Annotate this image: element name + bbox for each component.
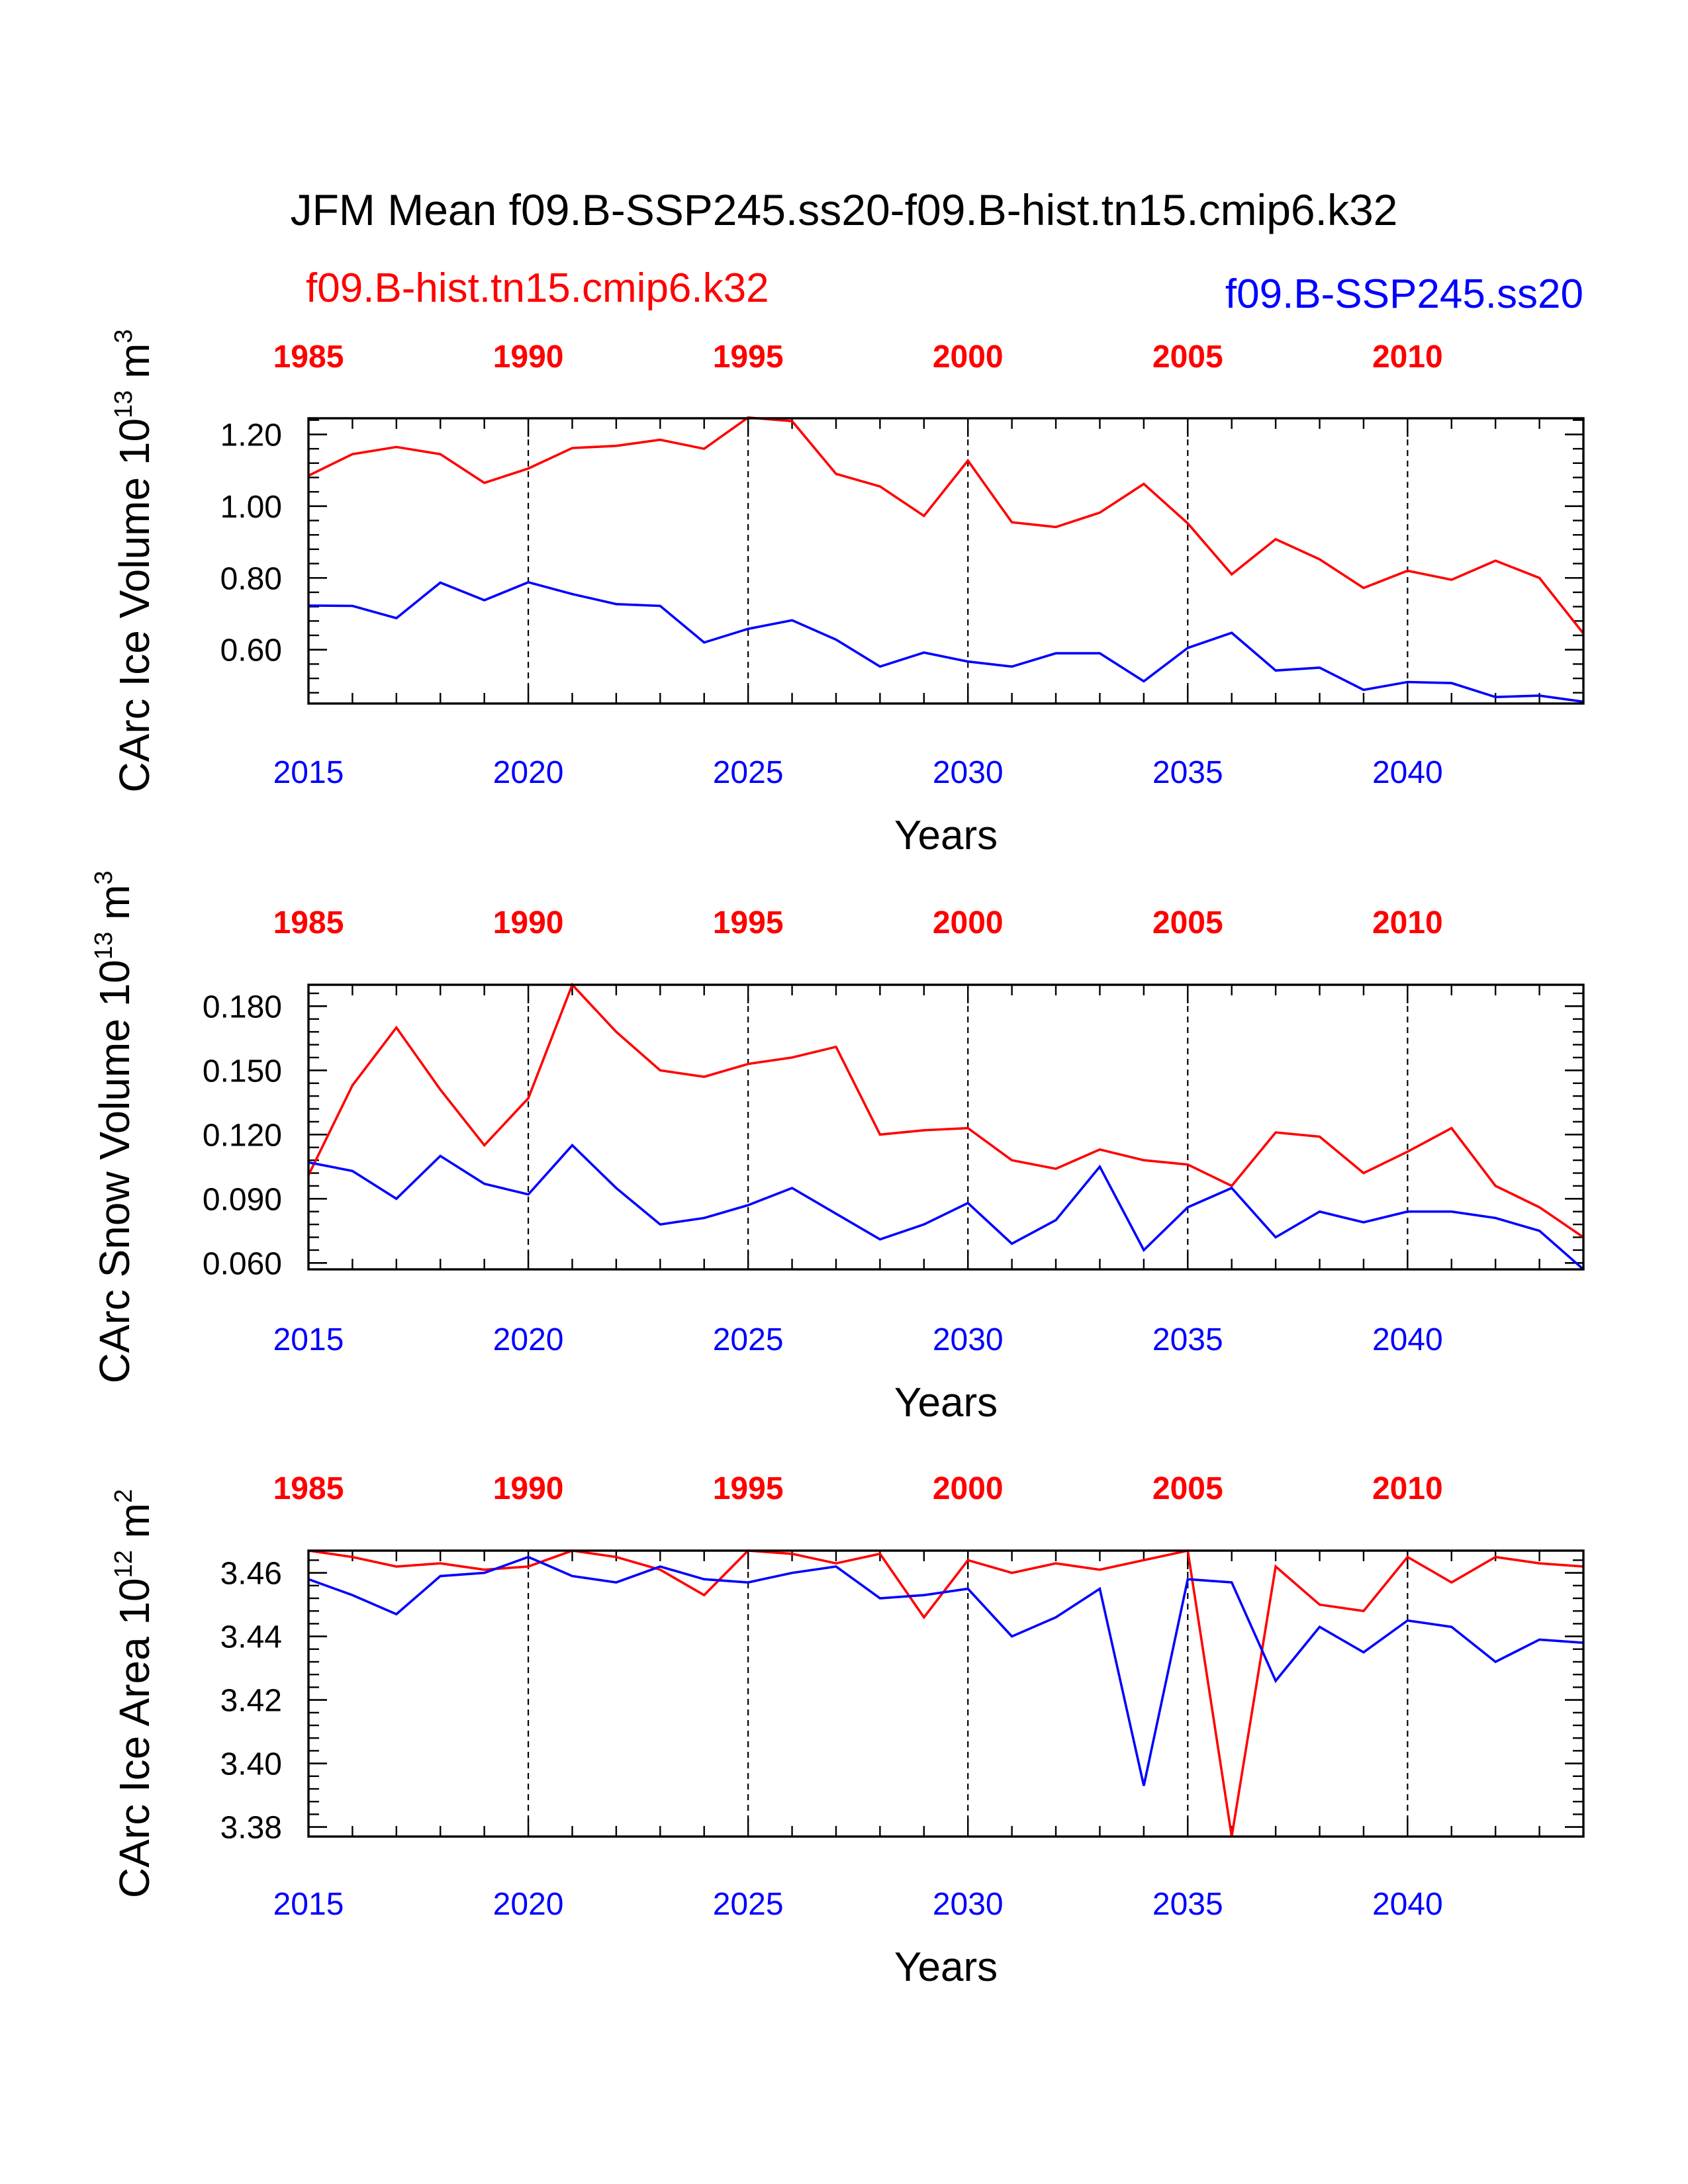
y-axis-title: CArc Ice Volume 1013 m3 — [110, 329, 158, 792]
plot-frame — [307, 983, 1585, 1271]
y-tick-label: 0.60 — [220, 633, 282, 668]
x-tick-label-top: 2010 — [1372, 340, 1443, 375]
y-tick-label: 0.180 — [203, 989, 282, 1024]
x-tick-label-top: 2005 — [1152, 340, 1223, 375]
y-axis-title-text: CArc Ice Area 10 — [111, 1578, 158, 1898]
x-tick-label-bottom: 2025 — [713, 1887, 784, 1922]
y-axis-title-unit-exponent: 3 — [110, 329, 138, 343]
y-axis-title-unit: m — [111, 343, 158, 390]
x-tick-label-bottom: 2035 — [1152, 1887, 1223, 1922]
y-tick-label: 0.120 — [203, 1118, 282, 1153]
x-tick-label-top: 1995 — [713, 1471, 784, 1506]
series-line-red — [308, 416, 1585, 635]
chart-panel-2: 0.060 0.090 0.120 0.150 0.180 2015 2020 2025 203… — [90, 871, 1585, 1426]
y-axis-title-unit: m — [91, 885, 138, 932]
x-axis-title: Years — [894, 813, 998, 858]
y-tick-label: 3.44 — [220, 1620, 282, 1655]
x-tick-label-top: 1990 — [493, 340, 564, 375]
y-axis-title: CArc Snow Volume 1013 m3 — [90, 871, 138, 1384]
series-line-blue — [308, 1143, 1585, 1271]
x-tick-label-bottom: 2030 — [933, 1322, 1004, 1357]
x-tick-label-top: 1985 — [273, 905, 344, 940]
legend-red-label: f09.B-hist.tn15.cmip6.k32 — [306, 265, 769, 311]
y-tick-label: 0.80 — [220, 561, 282, 596]
x-tick-label-bottom: 2025 — [713, 1322, 784, 1357]
y-axis-title-unit-exponent: 2 — [110, 1489, 138, 1503]
x-tick-label-top: 1995 — [713, 905, 784, 940]
y-tick-label: 0.060 — [203, 1246, 282, 1281]
y-tick-label: 3.46 — [220, 1557, 282, 1592]
x-tick-label-top: 1990 — [493, 1471, 564, 1506]
x-tick-label-top: 2000 — [933, 905, 1004, 940]
x-tick-label-bottom: 2030 — [933, 755, 1004, 790]
x-tick-label-bottom: 2040 — [1372, 755, 1443, 790]
series-line-blue — [308, 580, 1584, 704]
y-tick-label: 0.090 — [203, 1182, 282, 1217]
plot-frame — [307, 1549, 1585, 1838]
x-axis-title: Years — [894, 1380, 998, 1426]
y-axis-title-unit: m — [111, 1503, 158, 1550]
series-line-blue — [308, 1555, 1584, 1786]
x-tick-label-top: 1985 — [273, 340, 344, 375]
y-tick-label: 3.42 — [220, 1684, 282, 1719]
series-line-red — [308, 1549, 1584, 1837]
x-tick-label-bottom: 2035 — [1152, 1322, 1223, 1357]
figure-title: JFM Mean f09.B-SSP245.ss20-f09.B-hist.tn… — [291, 185, 1398, 234]
x-tick-label-bottom: 2025 — [713, 755, 784, 790]
x-tick-label-top: 2005 — [1152, 905, 1223, 940]
x-tick-label-bottom: 2035 — [1152, 755, 1223, 790]
y-tick-label: 0.150 — [203, 1054, 282, 1089]
y-tick-label: 3.38 — [220, 1811, 282, 1846]
x-tick-label-bottom: 2015 — [273, 755, 344, 790]
y-axis-title: CArc Ice Area 1012 m2 — [110, 1489, 158, 1898]
y-axis-title-exponent: 13 — [90, 932, 118, 960]
chart-panel-3: 3.38 3.40 3.42 3.44 3.46 2015 2020 2025 2030 2035… — [110, 1471, 1585, 1990]
y-axis-title-exponent: 13 — [110, 390, 138, 418]
y-tick-label: 1.00 — [220, 490, 282, 525]
x-tick-label-top: 2010 — [1372, 1471, 1443, 1506]
x-tick-label-bottom: 2020 — [493, 1322, 564, 1357]
x-tick-label-bottom: 2015 — [273, 1322, 344, 1357]
y-tick-label: 1.20 — [220, 418, 282, 453]
x-tick-label-bottom: 2020 — [493, 1887, 564, 1922]
x-tick-label-top: 1985 — [273, 1471, 344, 1506]
chart-panels: 0.60 0.80 1.00 1.20 2015 2020 2025 2030 2035 2040… — [90, 329, 1585, 1990]
x-tick-label-top: 1995 — [713, 340, 784, 375]
x-tick-label-top: 2005 — [1152, 1471, 1223, 1506]
y-axis-title-text: CArc Snow Volume 10 — [91, 960, 138, 1383]
x-tick-label-top: 2000 — [933, 340, 1004, 375]
x-tick-label-bottom: 2030 — [933, 1887, 1004, 1922]
plot-frame — [307, 417, 1585, 705]
y-axis-title-exponent: 12 — [110, 1550, 138, 1578]
legend-blue-label: f09.B-SSP245.ss20 — [1225, 271, 1583, 317]
x-tick-label-top: 2010 — [1372, 905, 1443, 940]
x-tick-label-bottom: 2020 — [493, 755, 564, 790]
x-tick-label-bottom: 2015 — [273, 1887, 344, 1922]
x-tick-label-top: 2000 — [933, 1471, 1004, 1506]
x-tick-label-top: 1990 — [493, 905, 564, 940]
y-axis-title-text: CArc Ice Volume 10 — [111, 418, 158, 793]
series-line-red — [307, 982, 1585, 1238]
chart-panel-1: 0.60 0.80 1.00 1.20 2015 2020 2025 2030 2035 2040… — [110, 329, 1585, 858]
y-axis-title-unit-exponent: 3 — [90, 871, 118, 885]
x-tick-label-bottom: 2040 — [1372, 1887, 1443, 1922]
x-axis-title: Years — [894, 1944, 998, 1990]
y-tick-label: 3.40 — [220, 1747, 282, 1782]
x-tick-label-bottom: 2040 — [1372, 1322, 1443, 1357]
